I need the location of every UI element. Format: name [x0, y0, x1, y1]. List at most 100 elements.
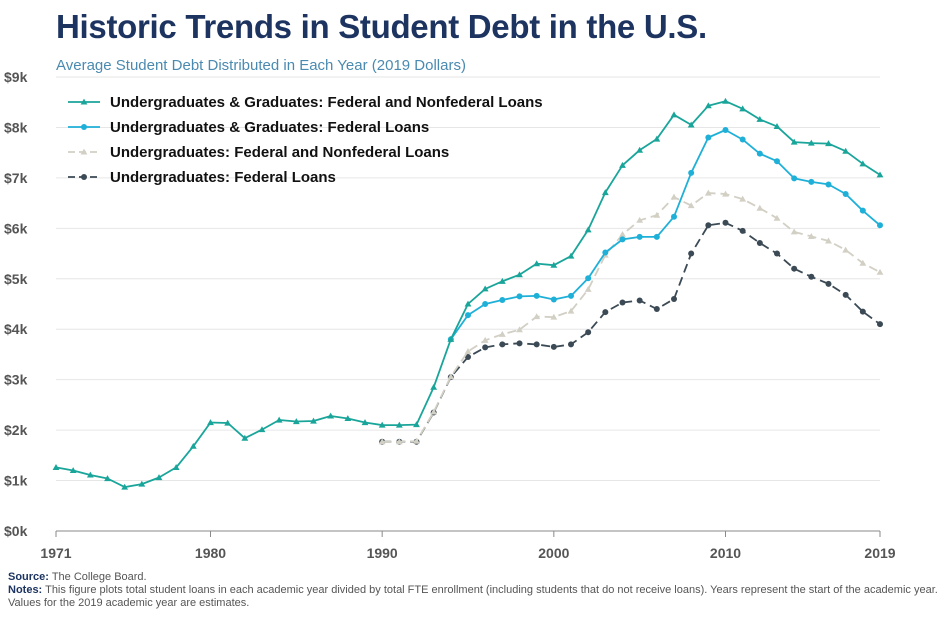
data-point — [52, 464, 60, 470]
data-point — [601, 189, 609, 196]
data-point — [807, 139, 815, 146]
y-tick-label: $1k — [4, 473, 28, 489]
data-point — [344, 415, 352, 422]
legend-label: Undergraduates: Federal Loans — [110, 169, 336, 186]
series-line — [382, 221, 881, 443]
source-line: Source: The College Board. — [8, 571, 938, 584]
series-group — [52, 97, 884, 490]
legend-marker — [81, 174, 87, 180]
y-tick-label: $5k — [4, 271, 28, 287]
data-point — [739, 136, 746, 143]
x-tick-label: 2000 — [538, 545, 569, 561]
y-tick-label: $8k — [4, 119, 28, 135]
data-point — [499, 341, 506, 348]
data-point — [756, 115, 764, 122]
data-point — [499, 296, 506, 303]
data-point — [585, 275, 592, 282]
data-point — [722, 219, 729, 226]
data-point — [395, 438, 403, 445]
data-point — [465, 312, 471, 319]
legend-item: Undergraduates & Graduates: Federal and … — [68, 94, 543, 111]
data-point — [877, 222, 883, 229]
data-point — [825, 140, 832, 147]
data-point — [653, 233, 660, 240]
footer-notes: Source: The College Board. Notes: This f… — [8, 571, 938, 610]
legend-marker — [81, 124, 87, 130]
data-point — [533, 260, 541, 267]
data-point — [241, 434, 249, 441]
data-point — [842, 147, 850, 154]
legend: Undergraduates & Graduates: Federal and … — [68, 94, 543, 186]
data-point — [619, 236, 626, 243]
data-point — [790, 138, 798, 145]
data-point — [877, 321, 883, 328]
data-point — [773, 123, 781, 129]
data-point — [413, 437, 420, 444]
legend-item: Undergraduates: Federal and Nonfederal L… — [68, 144, 449, 161]
data-point — [722, 126, 729, 133]
series-line — [450, 129, 881, 340]
data-point — [739, 105, 747, 112]
data-point — [808, 273, 815, 280]
data-point — [533, 341, 540, 348]
line-chart: $0k $1k $2k $3k $4k $5k $6k $7k $8k $9k 1971 1980 19… — [4, 69, 896, 561]
data-point — [790, 228, 798, 235]
data-point — [756, 204, 764, 211]
data-point — [516, 293, 523, 300]
data-point — [533, 313, 541, 320]
y-tick-label: $3k — [4, 372, 28, 388]
data-point — [568, 341, 574, 348]
data-point — [395, 421, 403, 428]
data-point — [361, 419, 369, 426]
data-point — [516, 340, 523, 347]
data-point — [859, 259, 867, 266]
data-point — [808, 178, 815, 185]
data-point — [464, 348, 472, 354]
y-tick-label: $9k — [4, 69, 28, 85]
data-point — [704, 102, 712, 109]
data-point — [756, 239, 763, 246]
data-point — [310, 417, 317, 424]
data-point — [413, 421, 420, 428]
data-point — [791, 175, 798, 182]
data-point — [859, 160, 867, 167]
data-point — [481, 285, 489, 292]
data-point — [69, 467, 77, 474]
series-group — [378, 189, 884, 445]
data-point — [687, 202, 695, 209]
data-point — [704, 189, 712, 196]
data-point — [602, 249, 609, 256]
legend-label: Undergraduates & Graduates: Federal Loan… — [110, 119, 429, 136]
legend-item: Undergraduates & Graduates: Federal Loan… — [68, 119, 429, 136]
series-group — [447, 126, 883, 343]
data-point — [671, 213, 677, 220]
y-tick-label: $4k — [4, 321, 28, 337]
x-tick-label: 2019 — [864, 545, 895, 561]
data-point — [482, 344, 489, 351]
data-point — [568, 292, 574, 299]
data-point — [172, 464, 180, 470]
data-point — [447, 373, 455, 380]
data-point — [585, 329, 592, 336]
notes-line: Notes: This figure plots total student l… — [8, 584, 938, 610]
data-point — [464, 300, 472, 307]
data-point — [567, 252, 575, 259]
data-point — [430, 408, 438, 415]
notes-label: Notes: — [8, 584, 43, 596]
data-point — [687, 121, 695, 128]
data-point — [842, 291, 849, 298]
data-point — [619, 299, 626, 306]
data-point — [825, 237, 832, 244]
data-point — [636, 297, 643, 304]
data-point — [756, 150, 763, 157]
data-point — [550, 313, 558, 320]
data-point — [567, 307, 575, 314]
data-point — [481, 336, 489, 343]
data-point — [636, 146, 644, 153]
data-point — [104, 475, 111, 482]
data-point — [876, 268, 884, 275]
x-tick-label: 2010 — [710, 545, 741, 561]
data-point — [774, 250, 780, 257]
data-point — [292, 418, 300, 425]
x-tick-label: 1971 — [40, 545, 71, 561]
